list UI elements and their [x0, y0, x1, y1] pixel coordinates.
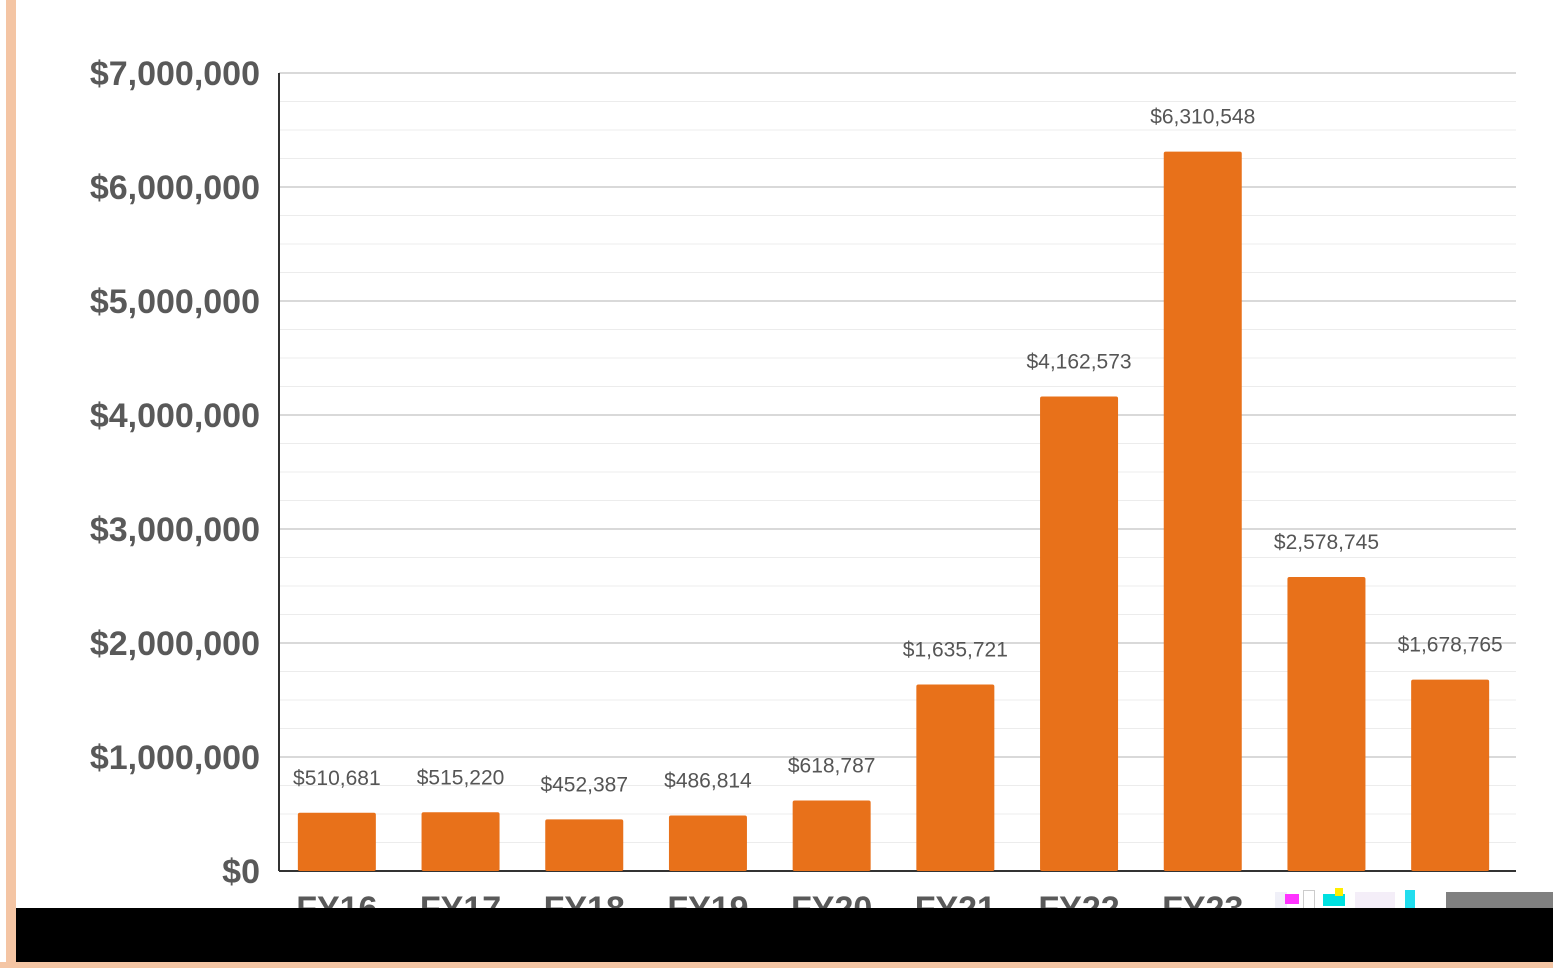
y-tick-label: $7,000,000 — [90, 55, 260, 93]
frame-left-border — [6, 0, 16, 968]
gray-artifact-block — [1446, 892, 1553, 910]
data-label: $452,387 — [540, 773, 628, 796]
bar — [545, 819, 624, 871]
bars — [297, 151, 1490, 871]
bar — [1163, 151, 1242, 871]
data-label: $486,814 — [664, 770, 752, 793]
data-label: $2,578,745 — [1274, 531, 1379, 554]
bar — [916, 684, 995, 871]
data-label: $6,310,548 — [1150, 106, 1255, 129]
bar — [1287, 577, 1366, 871]
data-label: $515,220 — [417, 766, 505, 789]
data-label: $510,681 — [293, 767, 381, 790]
data-label: $618,787 — [788, 754, 876, 777]
data-label: $1,635,721 — [903, 639, 1008, 662]
bar — [1411, 679, 1490, 871]
y-axis-tick-labels: $0 $1,000,000 $2,000,000 $3,000,000 $4,000,0… — [90, 55, 260, 891]
y-tick-label: $3,000,000 — [90, 511, 260, 549]
data-label: $1,678,765 — [1398, 634, 1503, 657]
y-tick-label: $2,000,000 — [90, 625, 260, 663]
data-labels: $510,681 $515,220 $452,387 $486,814 $618,787… — [293, 106, 1503, 797]
frame-bottom-border — [0, 962, 1553, 968]
bar — [1040, 396, 1119, 871]
y-tick-label: $5,000,000 — [90, 283, 260, 321]
y-tick-label: $4,000,000 — [90, 397, 260, 435]
bar — [297, 812, 376, 871]
render-artifact — [1275, 888, 1425, 910]
bar — [421, 812, 500, 871]
bar — [792, 800, 871, 871]
data-label: $4,162,573 — [1026, 350, 1131, 373]
y-tick-label: $1,000,000 — [90, 739, 260, 777]
bar — [668, 815, 747, 871]
occluding-black-bar — [16, 908, 1553, 964]
y-tick-label: $6,000,000 — [90, 169, 260, 207]
y-tick-label: $0 — [222, 853, 260, 891]
